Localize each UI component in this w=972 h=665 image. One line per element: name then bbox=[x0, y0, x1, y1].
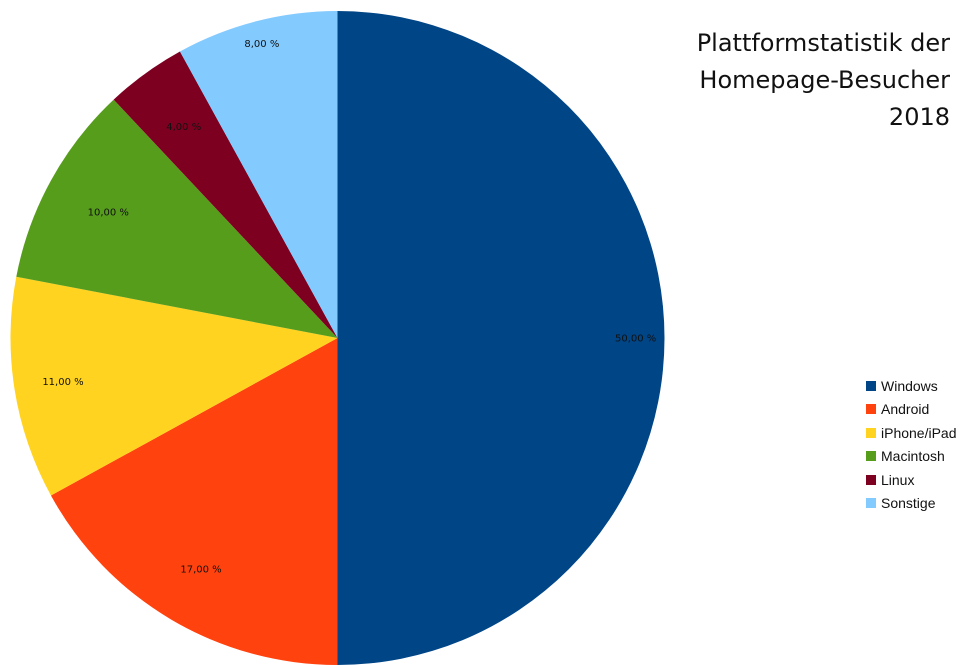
legend-item-windows: Windows bbox=[866, 374, 957, 398]
pie-slice-sonstige bbox=[179, 11, 338, 338]
legend-swatch bbox=[866, 404, 876, 415]
legend-item-iphone-ipad: iPhone/iPad bbox=[866, 421, 957, 445]
legend-item-sonstige: Sonstige bbox=[866, 492, 957, 516]
legend-swatch bbox=[866, 380, 876, 391]
legend-label: Sonstige bbox=[881, 495, 936, 512]
chart-legend: Windows Android iPhone/iPad Macintosh Linux S… bbox=[866, 374, 957, 515]
legend-item-android: Android bbox=[866, 398, 957, 422]
legend-swatch bbox=[866, 498, 876, 509]
chart-title-line-1: Plattformstatistik der bbox=[696, 29, 950, 57]
legend-swatch bbox=[866, 427, 876, 438]
slice-label-macintosh: 10,00 % bbox=[88, 207, 129, 218]
legend-label: iPhone/iPad bbox=[881, 424, 957, 441]
slice-label-iphone-ipad: 11,00 % bbox=[42, 377, 83, 388]
slice-label-linux: 4,00 % bbox=[166, 122, 201, 133]
pie-slice-windows bbox=[337, 11, 665, 665]
legend-item-linux: Linux bbox=[866, 468, 957, 492]
slice-label-android: 17,00 % bbox=[180, 564, 221, 575]
slice-label-windows: 50,00 % bbox=[615, 334, 656, 345]
legend-swatch bbox=[866, 451, 876, 462]
pie-slice-macintosh bbox=[16, 99, 338, 338]
legend-item-macintosh: Macintosh bbox=[866, 445, 957, 469]
legend-label: Windows bbox=[881, 377, 938, 394]
pie-slice-iphone-ipad bbox=[10, 276, 338, 496]
legend-swatch bbox=[866, 474, 876, 485]
legend-label: Macintosh bbox=[881, 448, 945, 465]
pie-slice-android bbox=[50, 338, 338, 665]
legend-label: Android bbox=[881, 401, 930, 418]
slice-label-sonstige: 8,00 % bbox=[244, 39, 279, 50]
pie-slice-linux bbox=[113, 51, 338, 338]
chart-title-line-3: 2018 bbox=[888, 103, 950, 131]
legend-label: Linux bbox=[881, 471, 915, 488]
chart-title-line-2: Homepage-Besucher bbox=[699, 66, 950, 94]
